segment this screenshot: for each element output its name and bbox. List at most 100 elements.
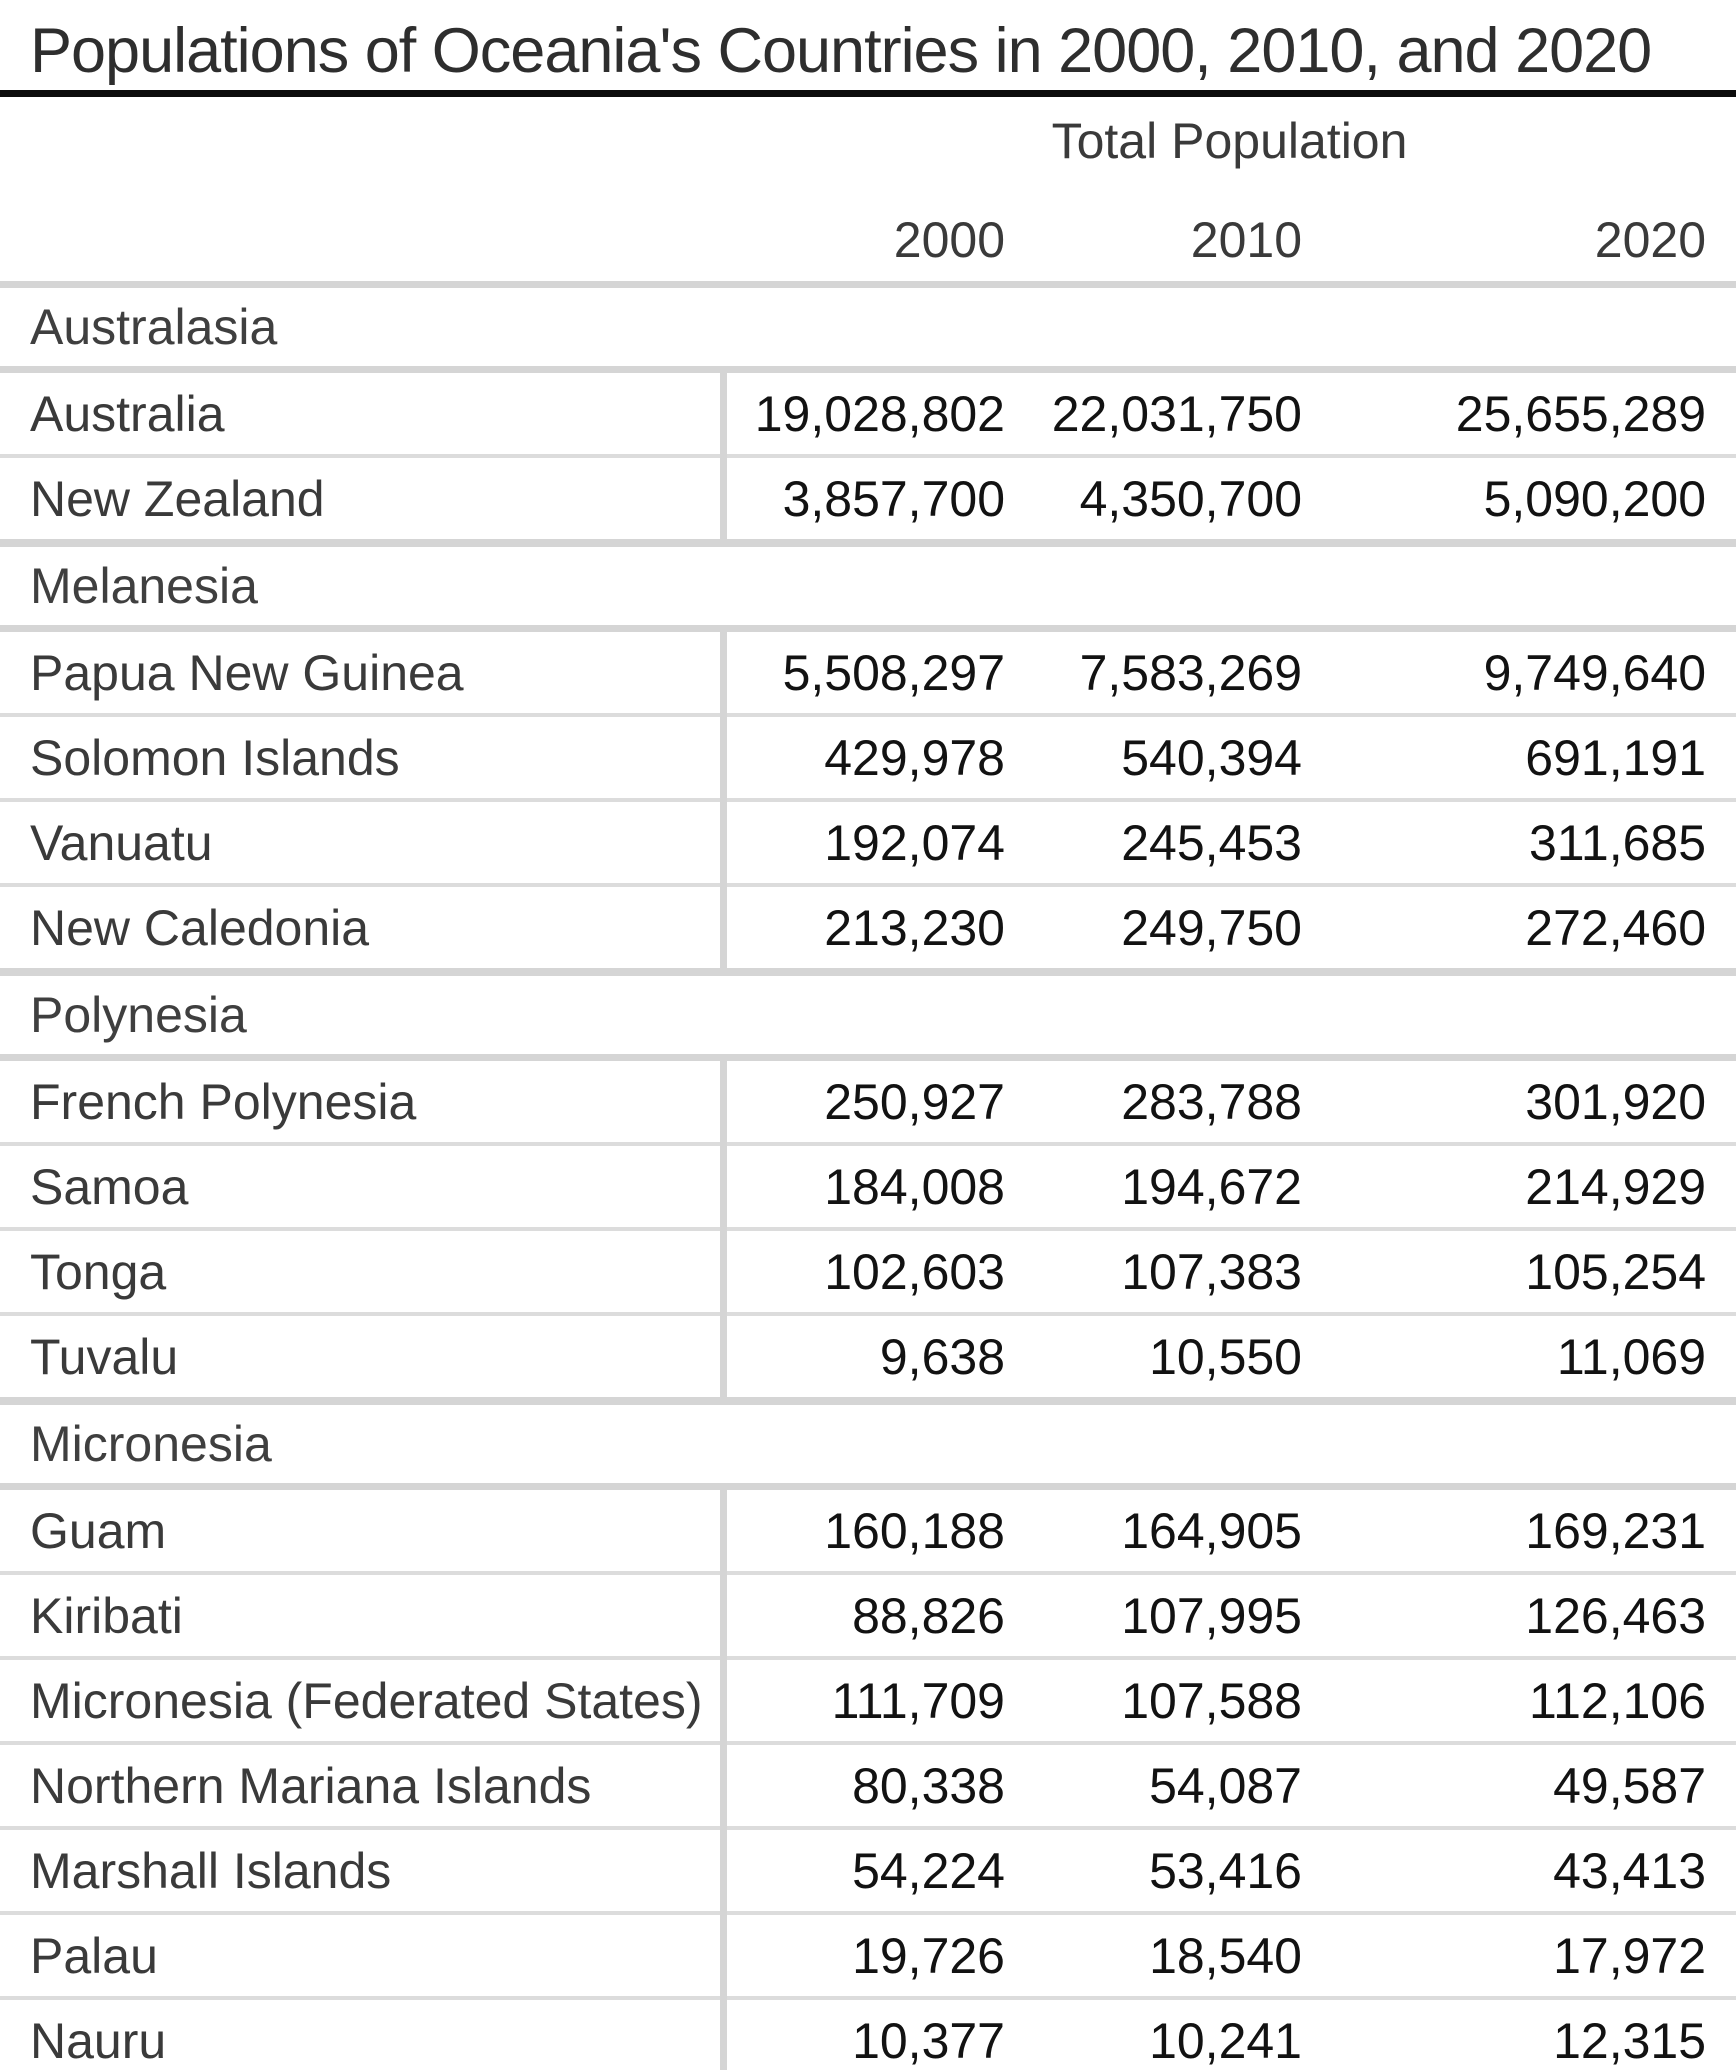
table-row: Palau 19,726 18,540 17,972 [0, 1913, 1736, 2000]
table-row: Nauru 10,377 10,241 12,315 [0, 1998, 1736, 2070]
population-value-cell: 107,383 [1005, 1229, 1302, 1316]
population-value-cell: 5,090,200 [1302, 456, 1736, 547]
population-value-cell: 19,028,802 [723, 369, 1005, 458]
population-value-cell: 53,416 [1005, 1828, 1302, 1915]
table-row: Marshall Islands 54,224 53,416 43,413 [0, 1828, 1736, 1915]
population-value-cell: 88,826 [723, 1573, 1005, 1660]
empty-corner-cell [0, 178, 723, 288]
population-value-cell: 12,315 [1553, 2012, 1707, 2069]
population-value-cell: 102,603 [723, 1229, 1005, 1316]
population-value-cell: 272,460 [1302, 885, 1736, 976]
page-title: Populations of Oceania's Countries in 20… [0, 0, 1736, 97]
table-body: Australasia Australia 19,028,802 22,031,750… [0, 284, 1736, 2070]
country-name-cell: Vanuatu [0, 800, 727, 887]
country-name-cell: Palau [0, 1913, 727, 2000]
column-header-2010: 2010 [1005, 178, 1302, 288]
population-value-cell: 164,905 [1005, 1486, 1302, 1575]
population-value-cell: 4,350,700 [1005, 456, 1302, 547]
population-value-cell: 249,750 [1005, 885, 1302, 976]
population-table: Total Population 2000 2010 2020 Australa… [0, 97, 1736, 2070]
country-name-cell: Papua New Guinea [0, 628, 727, 717]
population-value-cell: 9,638 [723, 1314, 1005, 1405]
country-name-cell: New Caledonia [0, 885, 727, 976]
population-value-cell: 301,920 [1302, 1057, 1736, 1146]
population-value-cell: 11,069 [1302, 1314, 1736, 1405]
country-name-cell: Nauru [0, 1998, 727, 2070]
country-name-cell: Marshall Islands [0, 1828, 727, 1915]
population-value-cell: 80,338 [723, 1743, 1005, 1830]
population-value-cell: 429,978 [723, 715, 1005, 802]
section-header-row: Melanesia [0, 543, 1736, 632]
country-name-cell: Tuvalu [0, 1314, 727, 1405]
section-header-label: Australasia [0, 284, 1736, 373]
population-value-cell: 107,995 [1005, 1573, 1302, 1660]
table-row: Australia 19,028,802 22,031,750 25,655,289 [0, 369, 1736, 458]
population-value-cell: 245,453 [1005, 800, 1302, 887]
population-value-cell: 126,463 [1302, 1573, 1736, 1660]
population-value-cell: 10,241 [1149, 2012, 1302, 2069]
table-row: New Caledonia 213,230 249,750 272,460 [0, 885, 1736, 976]
column-header-2020: 2020 [1302, 178, 1736, 288]
country-name-cell: Samoa [0, 1144, 727, 1231]
table-row: New Zealand 3,857,700 4,350,700 5,090,200 [0, 456, 1736, 547]
country-name-cell: Micronesia (Federated States) [0, 1658, 727, 1745]
population-value-cell: 25,655,289 [1302, 369, 1736, 458]
country-name-cell: New Zealand [0, 456, 727, 547]
population-value-cell: 112,106 [1302, 1658, 1736, 1745]
population-value-cell: 213,230 [723, 885, 1005, 976]
population-value-cell: 111,709 [723, 1658, 1005, 1745]
population-value-cell: 214,929 [1302, 1144, 1736, 1231]
population-value-cell: 184,008 [723, 1144, 1005, 1231]
country-name-cell: Australia [0, 369, 727, 458]
table-row: French Polynesia 250,927 283,788 301,920 [0, 1057, 1736, 1146]
table-row: Vanuatu 192,074 245,453 311,685 [0, 800, 1736, 887]
country-name-cell: Tonga [0, 1229, 727, 1316]
section-header-row: Australasia [0, 284, 1736, 373]
country-name-cell: French Polynesia [0, 1057, 727, 1146]
population-value-cell: 160,188 [723, 1486, 1005, 1575]
table-row: Guam 160,188 164,905 169,231 [0, 1486, 1736, 1575]
column-group-header: Total Population [1051, 112, 1408, 169]
population-value-cell: 7,583,269 [1005, 628, 1302, 717]
section-header-row: Micronesia [0, 1401, 1736, 1490]
population-value-cell: 17,972 [1302, 1913, 1736, 2000]
population-value-cell: 10,377 [852, 2012, 1005, 2069]
population-value-cell: 10,550 [1005, 1314, 1302, 1405]
table-row: Samoa 184,008 194,672 214,929 [0, 1144, 1736, 1231]
column-group-row: Total Population [0, 97, 1736, 178]
population-value-cell: 192,074 [723, 800, 1005, 887]
section-header-label: Melanesia [0, 543, 1736, 632]
population-value-cell: 22,031,750 [1005, 369, 1302, 458]
population-value-cell: 283,788 [1005, 1057, 1302, 1146]
country-name-cell: Guam [0, 1486, 727, 1575]
population-value-cell: 43,413 [1302, 1828, 1736, 1915]
section-header-label: Polynesia [0, 972, 1736, 1061]
population-value-cell: 54,224 [723, 1828, 1005, 1915]
population-value-cell: 105,254 [1302, 1229, 1736, 1316]
table-row: Tonga 102,603 107,383 105,254 [0, 1229, 1736, 1316]
population-value-cell: 3,857,700 [723, 456, 1005, 547]
column-header-2000: 2000 [723, 178, 1005, 288]
population-value-cell: 54,087 [1005, 1743, 1302, 1830]
section-header-row: Polynesia [0, 972, 1736, 1061]
table-row: Micronesia (Federated States) 111,709 107,… [0, 1658, 1736, 1745]
country-name-cell: Kiribati [0, 1573, 727, 1660]
population-value-cell: 311,685 [1302, 800, 1736, 887]
population-value-cell: 194,672 [1005, 1144, 1302, 1231]
table-row: Solomon Islands 429,978 540,394 691,191 [0, 715, 1736, 802]
population-value-cell: 107,588 [1005, 1658, 1302, 1745]
population-value-cell: 691,191 [1302, 715, 1736, 802]
population-value-cell: 49,587 [1302, 1743, 1736, 1830]
table-row: Northern Mariana Islands 80,338 54,087 49,5… [0, 1743, 1736, 1830]
population-value-cell: 9,749,640 [1302, 628, 1736, 717]
table-header: Total Population 2000 2010 2020 [0, 97, 1736, 288]
table-row: Tuvalu 9,638 10,550 11,069 [0, 1314, 1736, 1405]
country-name-cell: Northern Mariana Islands [0, 1743, 727, 1830]
table-row: Papua New Guinea 5,508,297 7,583,269 9,749,… [0, 628, 1736, 717]
population-value-cell: 19,726 [723, 1913, 1005, 2000]
year-header-row: 2000 2010 2020 [0, 178, 1736, 288]
population-value-cell: 250,927 [723, 1057, 1005, 1146]
country-name-cell: Solomon Islands [0, 715, 727, 802]
population-value-cell: 540,394 [1005, 715, 1302, 802]
